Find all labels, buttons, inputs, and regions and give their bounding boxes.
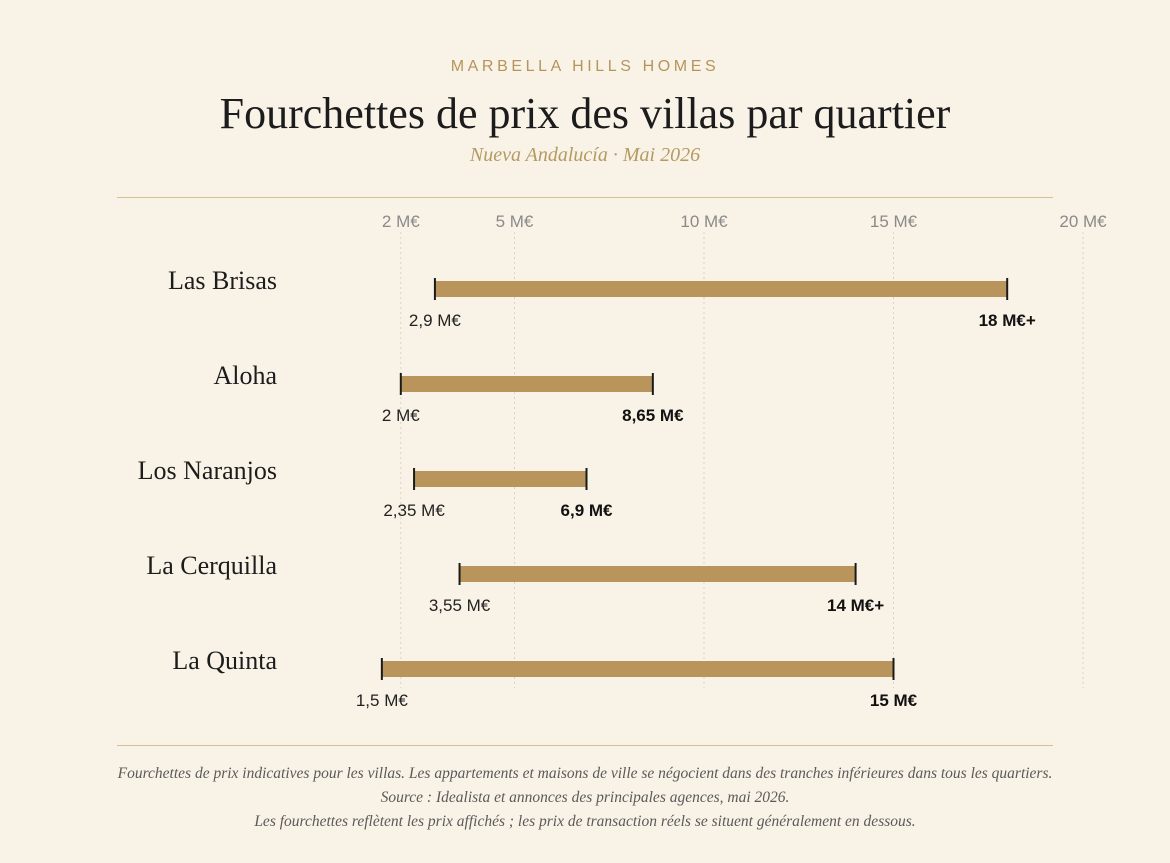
brand-name: MARBELLA HILLS HOMES [450,58,720,75]
range-bar [434,281,1008,297]
max-value-label: 14 M€+ [827,596,884,615]
row-label: La Cerquilla [146,551,277,580]
max-value-label: 8,65 M€ [622,406,684,425]
range-bar [400,376,653,392]
x-tick-label: 15 M€ [870,212,918,231]
footnote-scope: Fourchettes de prix indicatives pour les… [117,765,1053,782]
range-bar [414,471,587,487]
x-tick-label: 2 M€ [382,212,420,231]
row-label: Las Brisas [168,266,277,295]
row-label: Los Naranjos [138,456,277,485]
x-tick-label: 5 M€ [496,212,534,231]
range-bar [459,566,856,582]
footnote-source: Source : Idealista et annonces des princ… [380,789,790,806]
x-tick-label: 10 M€ [680,212,728,231]
chart-title: Fourchettes de prix des villas par quart… [219,89,951,138]
min-value-label: 3,55 M€ [429,596,491,615]
max-value-label: 6,9 M€ [561,501,614,520]
footnote-disclaimer: Les fourchettes reflètent les prix affic… [254,813,916,830]
chart-subtitle: Nueva Andalucía · Mai 2026 [469,144,701,166]
row-label: Aloha [213,361,277,390]
min-value-label: 1,5 M€ [356,691,409,710]
range-bar [381,661,894,677]
max-value-label: 18 M€+ [979,311,1036,330]
x-tick-label: 20 M€ [1059,212,1107,231]
min-value-label: 2 M€ [382,406,420,425]
min-value-label: 2,35 M€ [383,501,445,520]
bottom-divider [117,745,1053,746]
min-value-label: 2,9 M€ [409,311,462,330]
max-value-label: 15 M€ [870,691,918,710]
top-divider [117,197,1053,198]
row-label: La Quinta [172,646,277,675]
